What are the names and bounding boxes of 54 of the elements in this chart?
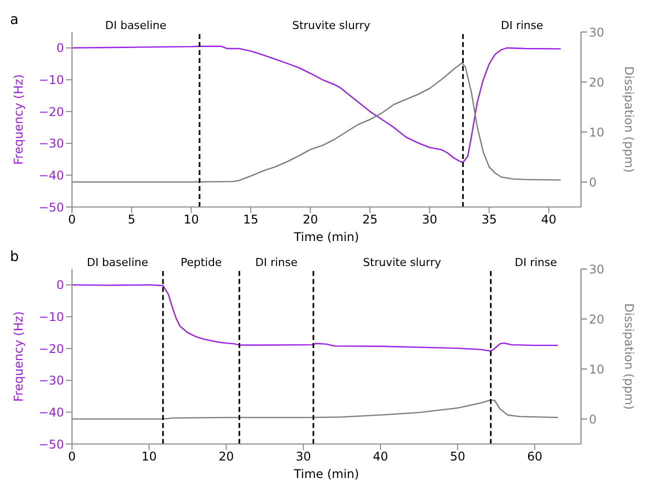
x-axis-title: Time (min) <box>292 230 360 244</box>
y-tick-label: −50 <box>38 437 64 452</box>
y-tick-label: −10 <box>38 72 64 87</box>
x-tick-label: 15 <box>243 212 258 227</box>
annotation: Struvite slurry <box>292 19 371 32</box>
chart-title: a <box>10 12 19 28</box>
annotation: DI baseline <box>86 256 148 269</box>
x-tick-label: 10 <box>141 450 157 464</box>
x-tick-label: 10 <box>184 212 199 227</box>
chart-title: b <box>10 249 19 265</box>
annotation: DI rinse <box>255 256 298 269</box>
line-series <box>72 284 559 352</box>
y2-tick-label: 20 <box>589 75 604 90</box>
x-tick-label: 0 <box>68 212 76 227</box>
x-tick-label: 35 <box>482 212 497 227</box>
line-series <box>72 46 562 164</box>
annotation: DI rinse <box>500 19 544 32</box>
x-tick-label: 60 <box>527 450 542 464</box>
y2-tick-label: 30 <box>589 262 604 276</box>
x-axis-title: Time (min) <box>292 467 360 481</box>
y-tick-label: −30 <box>38 374 64 388</box>
x-tick-label: 40 <box>372 450 388 464</box>
x-tick-label: 30 <box>422 212 438 227</box>
x-tick-label: 0 <box>68 450 76 464</box>
y-axis-title: Frequency (Hz) <box>11 74 26 165</box>
y2-tick-label: 0 <box>589 412 597 426</box>
y-tick-label: −20 <box>38 342 64 356</box>
y-tick-label: 0 <box>56 278 64 292</box>
y-axis-title: Frequency (Hz) <box>11 311 26 402</box>
annotation: Peptide <box>180 256 222 269</box>
x-tick-label: 40 <box>541 212 556 227</box>
x-tick-label: 20 <box>302 212 318 227</box>
y2-tick-label: 20 <box>589 312 604 326</box>
y-tick-label: −50 <box>38 200 64 214</box>
y2-tick-label: 10 <box>589 362 604 376</box>
annotation: Struvite slurry <box>363 256 442 269</box>
y2-axis-title: Dissipation (ppm) <box>622 66 636 173</box>
x-tick-label: 50 <box>450 450 466 464</box>
y2-tick-label: 30 <box>589 25 604 40</box>
annotation: DI rinse <box>514 256 558 269</box>
y2-tick-label: 10 <box>589 125 604 140</box>
x-tick-label: 20 <box>218 450 234 464</box>
y-tick-label: −40 <box>38 405 64 420</box>
y-tick-label: 0 <box>56 41 64 56</box>
y-tick-label: −40 <box>38 168 64 182</box>
annotation: DI baseline <box>105 19 167 32</box>
y2-axis-title: Dissipation (ppm) <box>622 303 636 410</box>
y-tick-label: −20 <box>38 104 64 119</box>
y2-tick-label: 0 <box>589 175 597 190</box>
x-tick-label: 5 <box>128 212 136 227</box>
x-tick-label: 30 <box>296 450 312 464</box>
y-tick-label: −30 <box>38 136 64 151</box>
y-tick-label: −10 <box>38 310 64 324</box>
x-tick-label: 25 <box>362 212 378 227</box>
